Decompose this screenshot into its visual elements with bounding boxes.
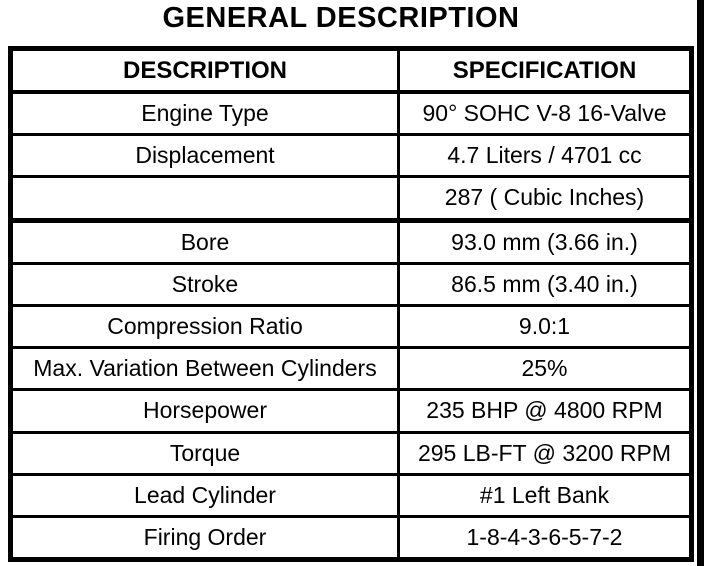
cell-description: Torque <box>169 439 241 466</box>
cell-specification: 86.5 mm (3.40 in.) <box>397 264 689 304</box>
cell-description: Engine Type <box>141 100 269 127</box>
cell-description: Bore <box>180 228 230 255</box>
cell-description: Stroke <box>171 270 239 297</box>
cell-specification: 295 LB-FT @ 3200 RPM <box>397 433 689 473</box>
cell-description: Horsepower <box>143 397 267 424</box>
table-row-stroke: Stroke 86.5 mm (3.40 in.) <box>13 261 689 304</box>
table-row-max-variation: Max. Variation Between Cylinders 25% <box>13 346 689 389</box>
cell-description: Max. Variation Between Cylinders <box>33 355 377 382</box>
cell-specification: 25% <box>397 349 689 389</box>
table-row-horsepower: Horsepower 235 BHP @ 4800 RPM <box>13 388 689 431</box>
cell-specification: 93.0 mm (3.66 in.) <box>397 222 689 262</box>
table-row-torque: Torque 295 LB-FT @ 3200 RPM <box>13 430 689 473</box>
table-row-displacement-cubic-inches: 287 ( Cubic Inches) <box>13 175 689 218</box>
header-cell-description: DESCRIPTION <box>122 56 287 84</box>
cell-specification: 1-8-4-3-6-5-7-2 <box>397 517 689 558</box>
cell-specification: 4.7 Liters / 4701 cc <box>397 136 689 176</box>
cell-description: Compression Ratio <box>107 313 303 340</box>
page-title: GENERAL DESCRIPTION <box>162 2 520 34</box>
general-description-table: DESCRIPTION SPECIFICATION Engine Type 90… <box>8 46 694 562</box>
table-row-lead-cylinder: Lead Cylinder #1 Left Bank <box>13 472 689 515</box>
cell-specification: 90° SOHC V-8 16-Valve <box>397 94 689 134</box>
header-cell-specification: SPECIFICATION <box>397 51 689 90</box>
table-row-bore: Bore 93.0 mm (3.66 in.) <box>13 217 689 262</box>
table-row-compression-ratio: Compression Ratio 9.0:1 <box>13 303 689 347</box>
table-header-row: DESCRIPTION SPECIFICATION <box>13 51 689 94</box>
cell-specification: 287 ( Cubic Inches) <box>397 178 689 218</box>
table-row-displacement: Displacement 4.7 Liters / 4701 cc <box>13 133 689 176</box>
cell-description: Lead Cylinder <box>134 481 276 508</box>
cell-description: Firing Order <box>143 523 267 550</box>
cell-specification: 9.0:1 <box>397 306 689 347</box>
cell-specification: 235 BHP @ 4800 RPM <box>397 391 689 431</box>
cell-specification: #1 Left Bank <box>397 475 689 515</box>
cell-description: Displacement <box>135 142 275 169</box>
table-row-firing-order: Firing Order 1-8-4-3-6-5-7-2 <box>13 514 689 558</box>
page-edge-line <box>697 0 704 566</box>
cell-description <box>13 178 397 217</box>
table-row-engine-type: Engine Type 90° SOHC V-8 16-Valve <box>13 94 689 134</box>
